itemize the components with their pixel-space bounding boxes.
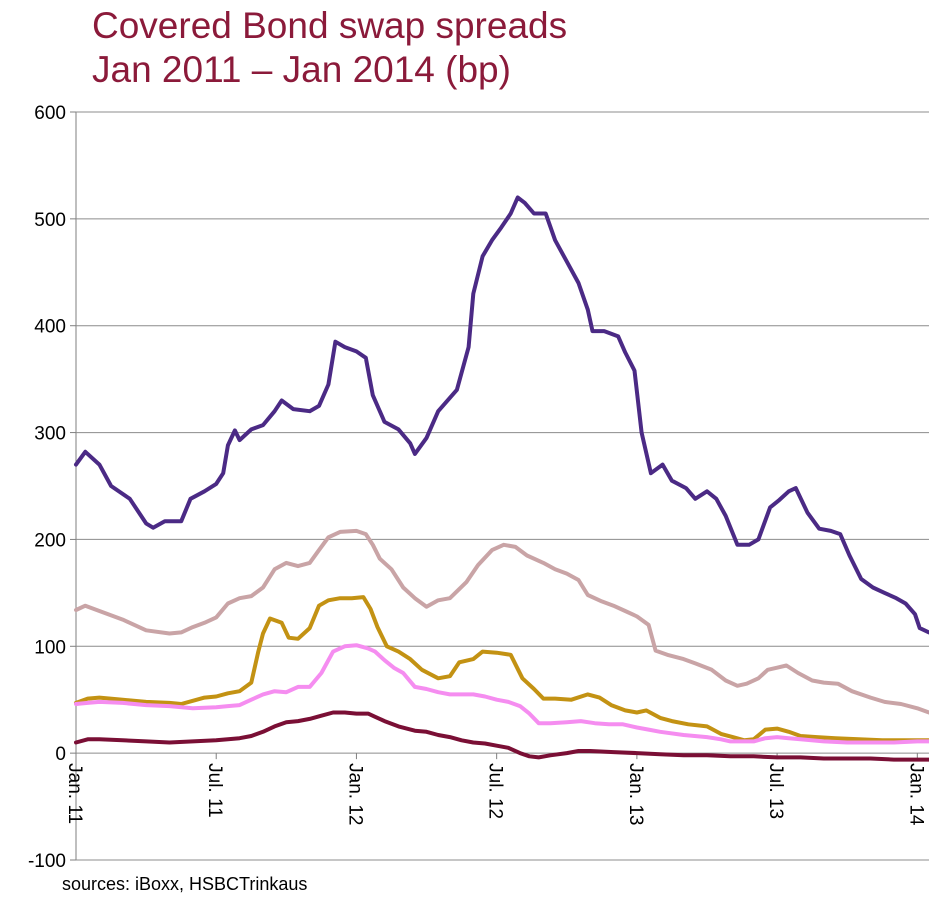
source-note: sources: iBoxx, HSBCTrinkaus (62, 874, 308, 894)
x-axis-labels: Jan. 11 Jul. 11 Jan. 12 Jul. 12 Jan. 13 Jul. … (64, 763, 926, 826)
series-line-5 (74, 710, 929, 762)
y-tick-label: 300 (34, 424, 66, 445)
y-tick-label: 600 (34, 103, 66, 124)
x-tick-label: Jan. 11 (64, 763, 85, 824)
y-tick-label: 0 (55, 744, 66, 765)
chart-title: Covered Bond swap spreads Jan 2011 – Jan… (92, 4, 567, 92)
x-tick-label: Jul. 12 (485, 763, 506, 819)
y-tick-label: 200 (34, 530, 66, 551)
x-tick-label: Jul. 13 (765, 763, 786, 819)
y-axis-labels: -100 0 100 200 300 400 500 600 (28, 103, 66, 870)
y-tick-label: 500 (34, 210, 66, 231)
x-tick-label: Jan. 12 (344, 763, 365, 825)
y-tick-label: 100 (34, 637, 66, 658)
series-line-1 (74, 195, 929, 635)
series-line-4 (74, 643, 929, 745)
chart-title-line1: Covered Bond swap spreads (92, 5, 568, 46)
series-line-3 (74, 595, 929, 743)
series-lines (74, 195, 929, 762)
x-tick-label: Jan. 14 (905, 763, 926, 826)
series-line-2 (74, 528, 929, 715)
x-tick-label: Jul. 11 (204, 763, 225, 818)
grid-lines (70, 111, 929, 861)
y-tick-label: 400 (34, 317, 66, 338)
x-tick-label: Jan. 13 (625, 763, 646, 825)
chart-title-line2: Jan 2011 – Jan 2014 (bp) (92, 49, 511, 90)
y-tick-label: -100 (28, 851, 66, 870)
